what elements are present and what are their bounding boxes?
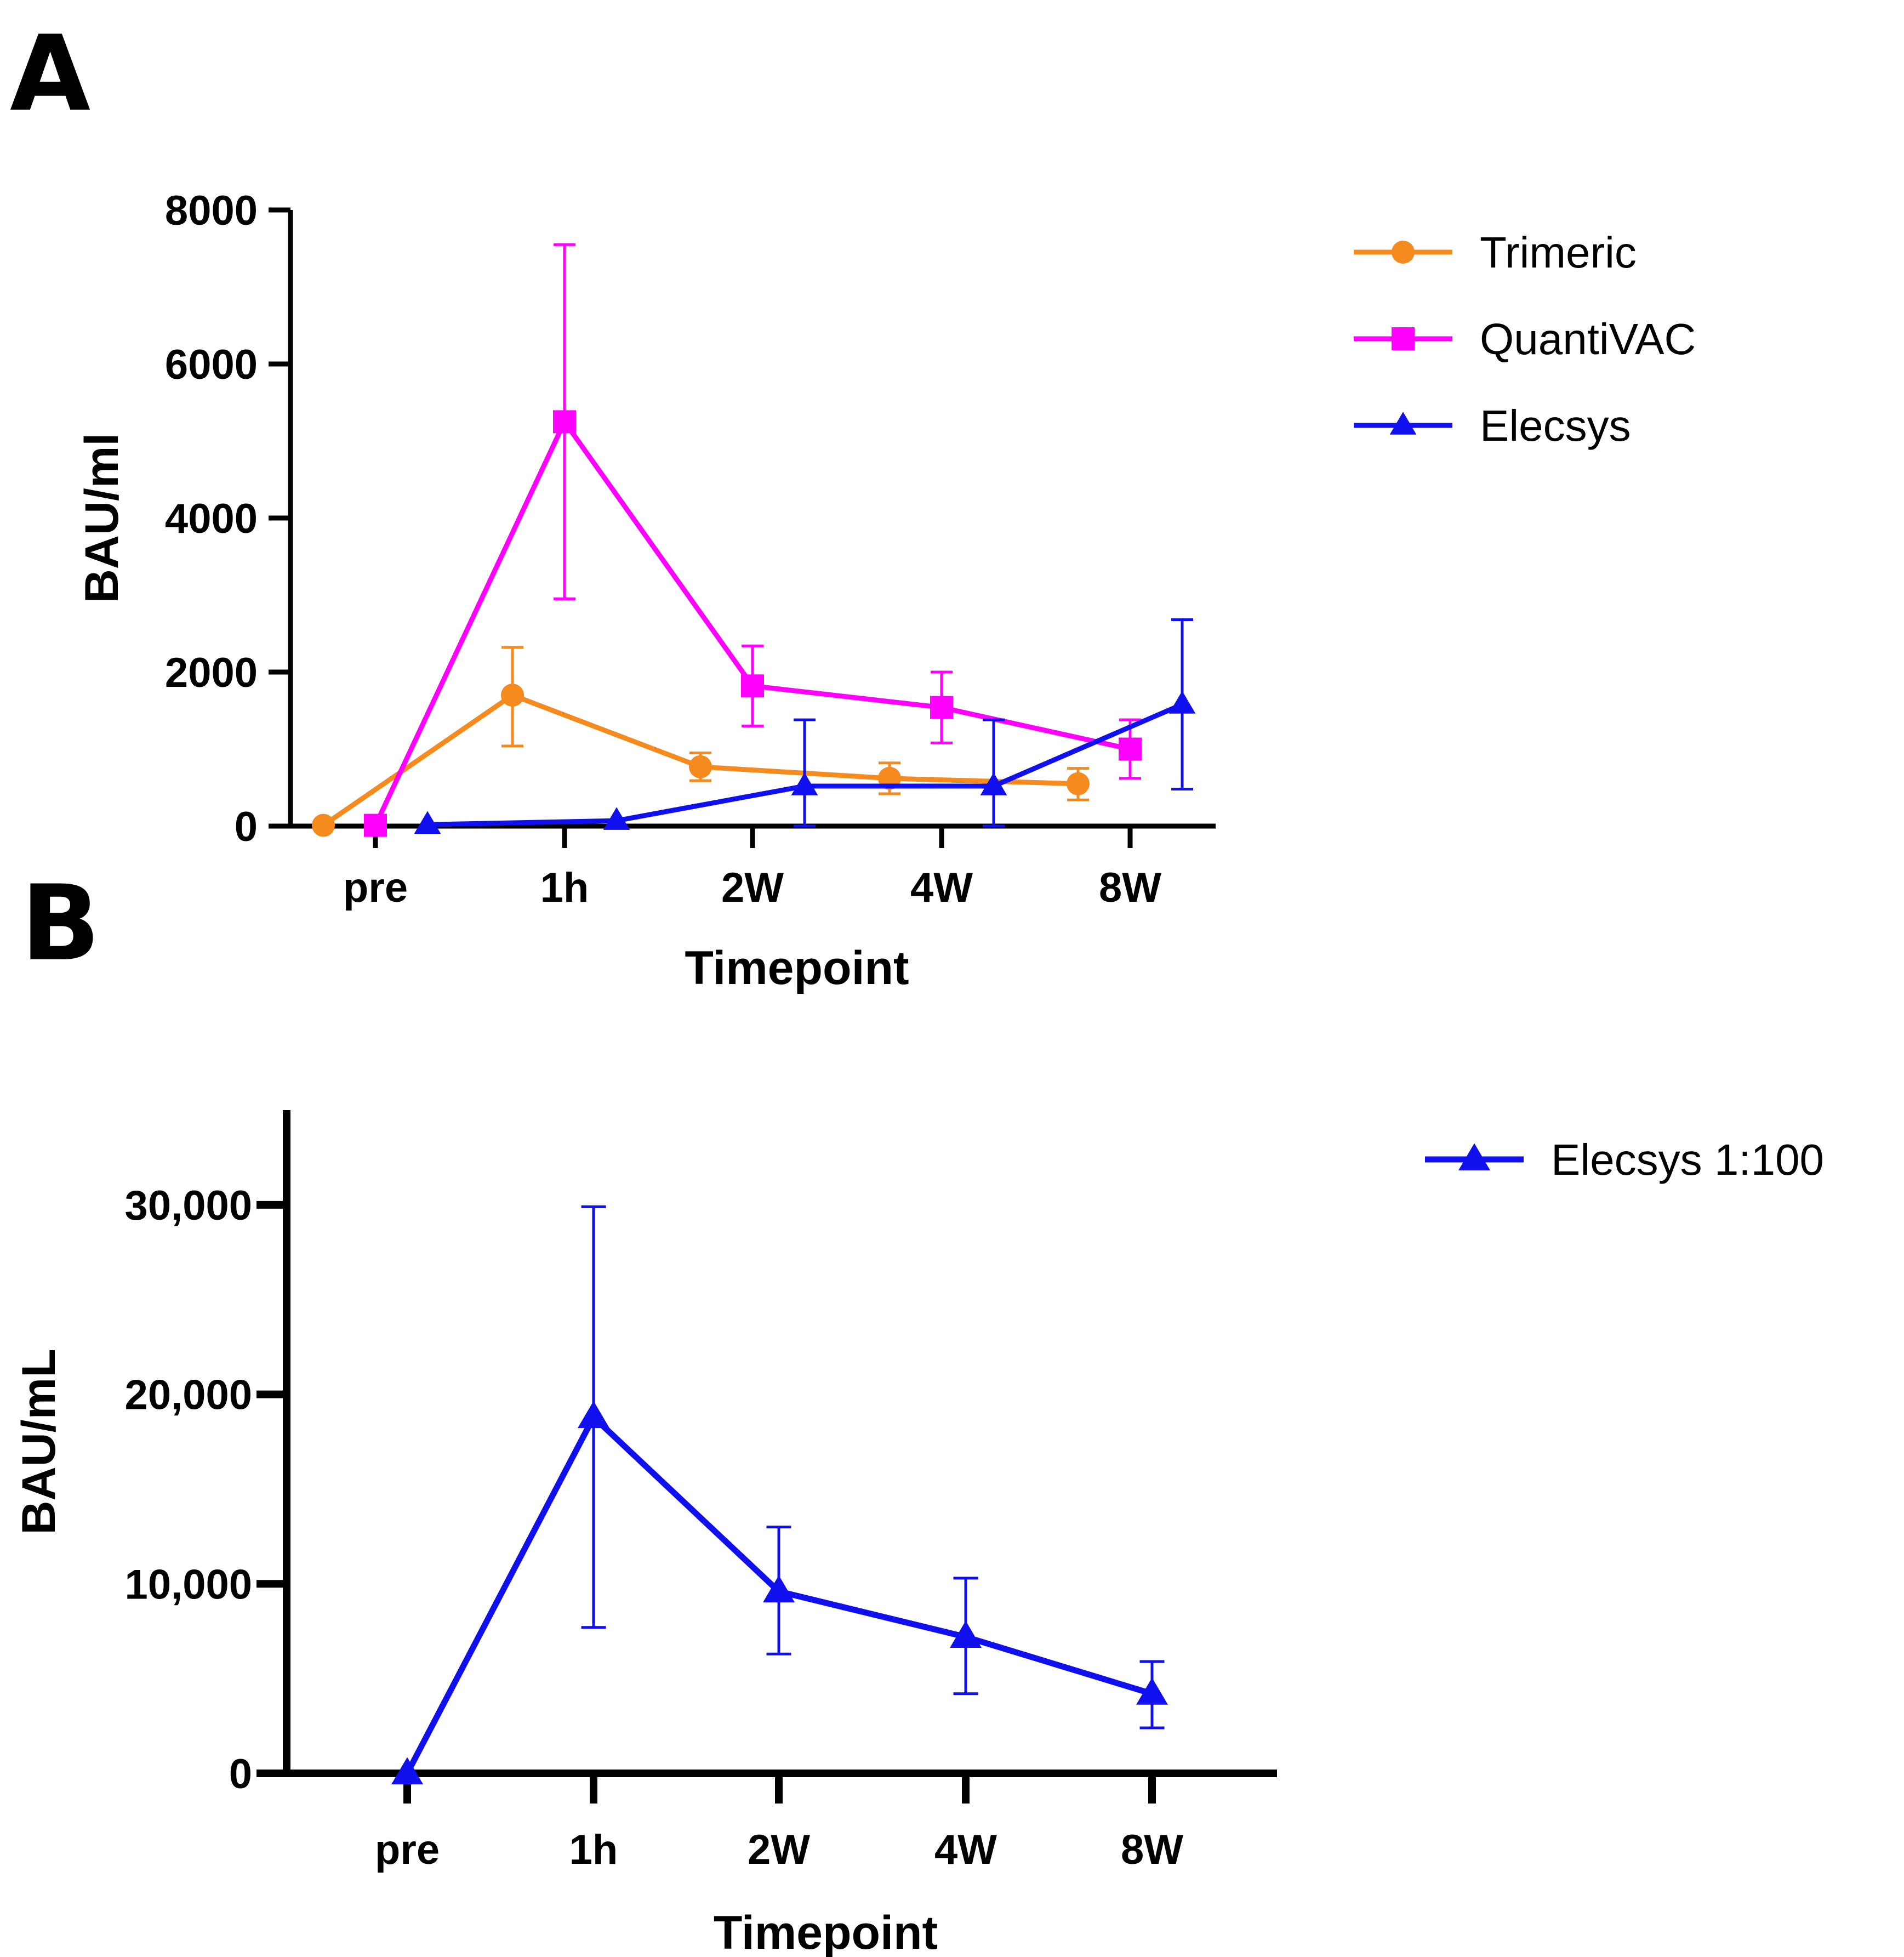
series-elecsys-1-100 bbox=[391, 1205, 1168, 1784]
x-tick-label: 1h bbox=[540, 864, 589, 911]
legend-item-quantivac: QuantiVAC bbox=[1354, 315, 1696, 363]
y-axis-title: BAU/ml bbox=[76, 433, 128, 604]
data-point-trimeric bbox=[501, 684, 524, 707]
x-tick-label: 2W bbox=[748, 1827, 810, 1873]
legend-marker-trimeric bbox=[1392, 241, 1415, 264]
x-tick-label: 4W bbox=[934, 1827, 997, 1873]
legend-item-trimeric: Trimeric bbox=[1354, 228, 1637, 277]
data-point-quantivac bbox=[930, 696, 953, 719]
data-point-elecsys-1-100 bbox=[1136, 1677, 1168, 1705]
legend-marker-elecsys bbox=[1389, 412, 1417, 435]
legend-marker-quantivac bbox=[1392, 327, 1415, 350]
panel-a-chart: 0 2000 4000 6000 8000 pre 1h 2W 4W 8W Timepoint BAU… bbox=[76, 187, 1696, 994]
data-point-quantivac bbox=[1119, 737, 1142, 761]
series-quantivac bbox=[364, 243, 1142, 837]
y-tick-label: 6000 bbox=[165, 342, 258, 388]
data-point-elecsys-1-100 bbox=[578, 1401, 609, 1429]
data-point-elecsys bbox=[603, 807, 630, 830]
x-tick-label: 2W bbox=[721, 864, 784, 911]
data-point-elecsys-1-100 bbox=[763, 1575, 795, 1603]
x-tick-label: 8W bbox=[1121, 1827, 1183, 1873]
panel-b-letter: B bbox=[21, 863, 100, 984]
x-axis-title: Timepoint bbox=[714, 1907, 938, 1957]
series-line-quantivac bbox=[373, 419, 1131, 827]
x-tick-label: 1h bbox=[569, 1827, 618, 1873]
legend-marker-elecsys-1-100 bbox=[1458, 1143, 1490, 1170]
data-point-trimeric bbox=[1067, 772, 1090, 795]
y-tick-label: 8000 bbox=[165, 187, 258, 234]
data-point-elecsys-1-100 bbox=[950, 1620, 982, 1648]
data-point-elecsys bbox=[1168, 691, 1196, 714]
series-elecsys bbox=[414, 618, 1196, 834]
x-tick-label: 4W bbox=[910, 864, 973, 911]
data-point-elecsys-1-100 bbox=[391, 1757, 423, 1784]
legend-label-trimeric: Trimeric bbox=[1480, 228, 1637, 277]
y-tick-label: 0 bbox=[235, 804, 258, 850]
data-point-quantivac bbox=[741, 674, 764, 698]
legend-label-elecsys: Elecsys bbox=[1480, 401, 1631, 450]
legend-item-elecsys: Elecsys bbox=[1354, 401, 1631, 450]
legend-label-elecsys-1-100: Elecsys 1:100 bbox=[1551, 1135, 1824, 1184]
x-tick-label: pre bbox=[343, 864, 408, 911]
y-tick-label: 20,000 bbox=[125, 1372, 252, 1419]
series-trimeric bbox=[312, 646, 1090, 837]
panel-b-chart: 0 10,000 20,000 30,000 pre 1h 2W 4W 8W Timepoint B… bbox=[13, 1110, 1824, 1957]
x-axis-title: Timepoint bbox=[685, 942, 909, 994]
legend-item-elecsys-1-100: Elecsys 1:100 bbox=[1425, 1135, 1824, 1184]
legend-label-quantivac: QuantiVAC bbox=[1480, 315, 1696, 363]
y-axis-title: BAU/mL bbox=[13, 1349, 65, 1534]
x-tick-label: pre bbox=[375, 1827, 440, 1873]
y-tick-label: 4000 bbox=[165, 496, 258, 542]
data-point-trimeric bbox=[689, 755, 712, 778]
y-tick-label: 0 bbox=[229, 1751, 252, 1797]
data-point-elecsys bbox=[980, 772, 1007, 795]
data-point-trimeric bbox=[312, 813, 335, 837]
panel-a-letter: A bbox=[10, 13, 90, 134]
y-tick-label: 2000 bbox=[165, 650, 258, 696]
data-point-elecsys bbox=[791, 772, 818, 795]
data-point-elecsys bbox=[414, 811, 441, 834]
x-tick-label: 8W bbox=[1099, 864, 1161, 911]
y-tick-label: 30,000 bbox=[125, 1182, 252, 1229]
data-point-quantivac bbox=[364, 813, 387, 837]
y-tick-label: 10,000 bbox=[125, 1561, 252, 1608]
data-point-quantivac bbox=[553, 410, 576, 434]
